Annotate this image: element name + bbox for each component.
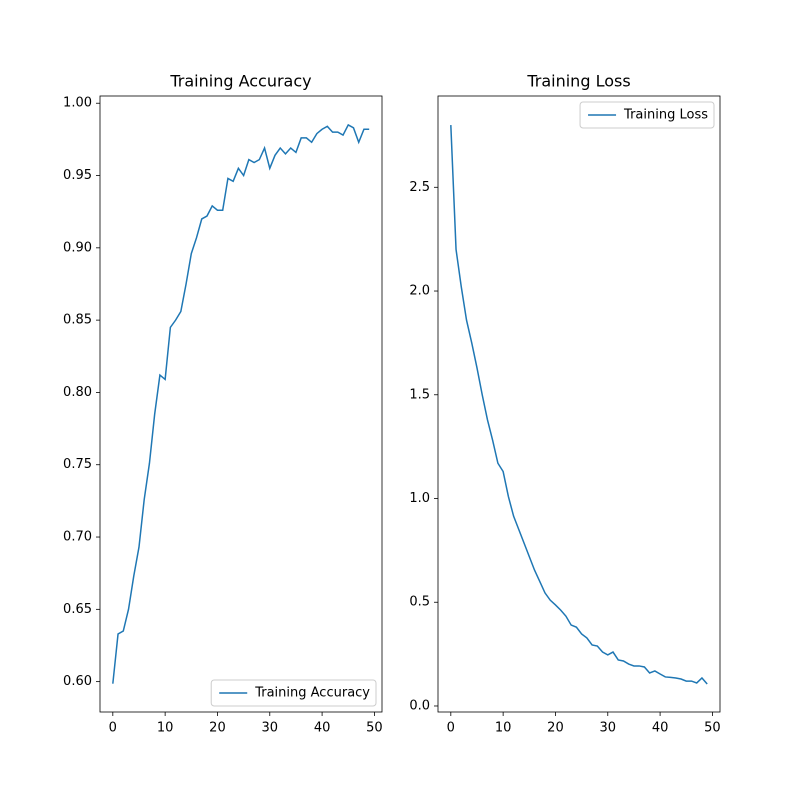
y-tick-label: 0.5 <box>409 595 430 610</box>
x-tick-label: 30 <box>600 721 617 736</box>
data-line <box>112 123 370 684</box>
x-tick-label: 0 <box>447 721 455 736</box>
y-tick-label: 0.65 <box>63 602 92 617</box>
x-tick-label: 40 <box>652 721 669 736</box>
y-tick-label: 2.5 <box>409 180 430 195</box>
y-tick-label: 0.95 <box>63 168 92 183</box>
x-tick-label: 10 <box>157 721 174 736</box>
x-tick-label: 0 <box>109 721 117 736</box>
chart-title: Training Loss <box>526 72 630 91</box>
legend-label: Training Accuracy <box>254 686 370 701</box>
axes-frame <box>437 95 721 713</box>
x-tick-label: 20 <box>209 721 226 736</box>
y-tick-label: 0.90 <box>63 240 92 255</box>
axes-frame <box>99 95 383 713</box>
y-tick-label: 0.0 <box>409 698 430 713</box>
x-tick-label: 10 <box>495 721 512 736</box>
y-tick-label: 0.85 <box>63 313 92 328</box>
y-tick-label: 1.5 <box>409 387 430 402</box>
y-tick-label: 0.60 <box>63 674 92 689</box>
x-tick-label: 50 <box>704 721 721 736</box>
x-tick-label: 40 <box>314 721 331 736</box>
legend-box <box>579 101 715 129</box>
y-tick-label: 0.80 <box>63 385 92 400</box>
legend-label: Training Loss <box>623 108 708 123</box>
y-tick-label: 0.75 <box>63 457 92 472</box>
x-tick-label: 30 <box>262 721 279 736</box>
y-tick-label: 0.70 <box>63 530 92 545</box>
y-tick-label: 1.00 <box>63 96 92 111</box>
chart-title: Training Accuracy <box>169 72 311 91</box>
y-tick-label: 1.0 <box>409 491 430 506</box>
legend-box <box>210 679 377 707</box>
data-line <box>450 125 708 685</box>
x-tick-label: 20 <box>547 721 564 736</box>
x-tick-label: 50 <box>366 721 383 736</box>
y-tick-label: 2.0 <box>409 284 430 299</box>
